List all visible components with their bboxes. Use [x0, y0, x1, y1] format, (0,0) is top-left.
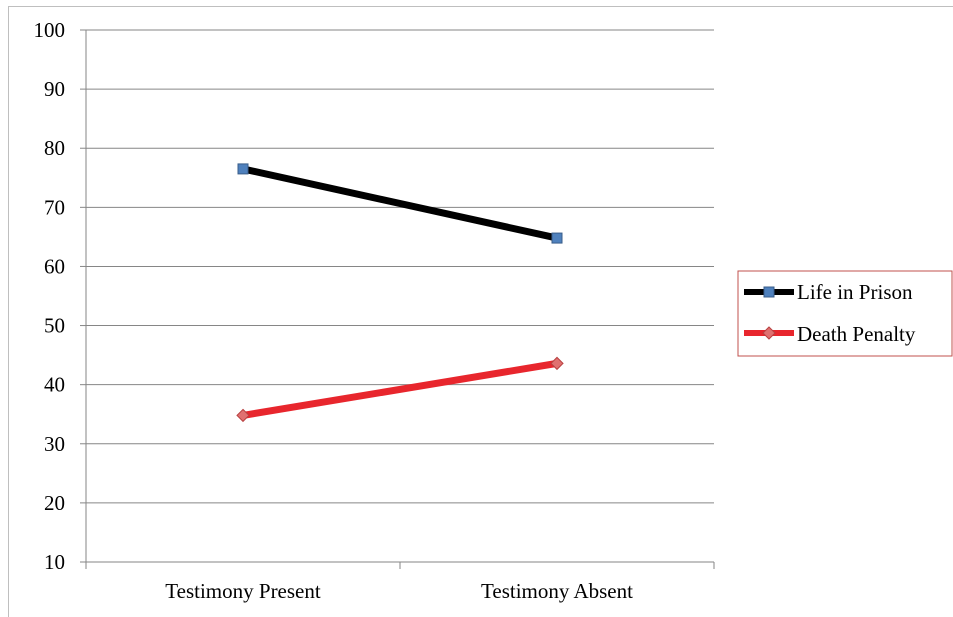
legend-marker-death-penalty: [762, 326, 776, 340]
y-tick-label: 90: [44, 77, 65, 101]
x-tick-label: Testimony Present: [165, 579, 321, 603]
legend-label-death-penalty: Death Penalty: [797, 322, 916, 346]
legend-marker-life-in-prison: [763, 286, 775, 298]
x-tick-labels: Testimony Present Testimony Absent: [165, 579, 633, 603]
legend: Life in Prison Death Penalty: [737, 270, 953, 357]
y-tick-label: 30: [44, 432, 65, 456]
axes: [85, 30, 714, 563]
y-tick-label: 100: [34, 18, 66, 42]
y-tick-label: 20: [44, 491, 65, 515]
data-point-death-penalty: [550, 356, 564, 371]
legend-box: [737, 270, 953, 357]
data-point-life-in-prison: [551, 232, 563, 244]
y-tick-label: 50: [44, 314, 65, 338]
chart-frame: [8, 6, 953, 617]
y-tick-label: 70: [44, 195, 65, 219]
data-point-death-penalty: [236, 408, 250, 423]
legend-label-life-in-prison: Life in Prison: [797, 280, 913, 304]
series-line-life-in-prison: [239, 165, 561, 242]
y-tick-labels: 10 20 30 40 50 60 70 80 90 100: [34, 18, 66, 574]
y-tick-label: 60: [44, 254, 65, 278]
y-tick-label: 80: [44, 136, 65, 160]
x-tick-label: Testimony Absent: [481, 579, 633, 603]
series-group: [236, 163, 564, 423]
series-line-death-penalty: [239, 359, 561, 419]
data-point-life-in-prison: [237, 163, 249, 175]
y-tick-label: 10: [44, 550, 65, 574]
gridlines: [80, 29, 715, 569]
y-tick-label: 40: [44, 373, 65, 397]
